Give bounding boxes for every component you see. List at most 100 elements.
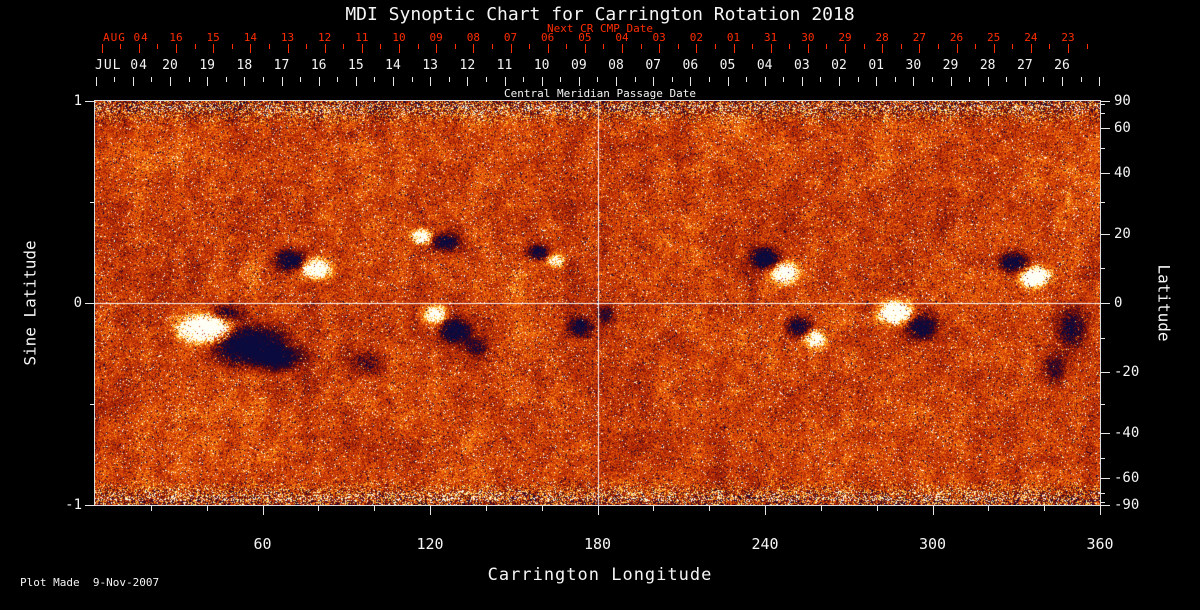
cmp-day-tick bbox=[1062, 77, 1063, 86]
cmp-day-label: 07 bbox=[645, 58, 661, 73]
latitude-tick-label: 60 bbox=[1114, 120, 1131, 137]
next-cr-day-label: 31 bbox=[764, 31, 778, 44]
next-cr-day-tick bbox=[845, 44, 846, 53]
longitude-tick-label: 120 bbox=[416, 535, 444, 553]
longitude-tick-label: 180 bbox=[583, 535, 612, 553]
cmp-halfday-tick bbox=[1006, 77, 1008, 82]
longitude-tick-label: 300 bbox=[918, 535, 947, 553]
next-cr-halfday-tick bbox=[789, 44, 791, 49]
sine-latitude-tick-label: -1 bbox=[65, 497, 82, 513]
cmp-day-label: 10 bbox=[533, 58, 550, 73]
cmp-day-tick bbox=[1024, 77, 1026, 86]
next-cr-day-tick bbox=[436, 44, 438, 53]
cmp-day-tick bbox=[132, 77, 134, 86]
next-cr-day-tick bbox=[213, 44, 215, 53]
longitude-minor-tick bbox=[820, 506, 822, 511]
cmp-day-label: 12 bbox=[459, 58, 476, 73]
next-cr-day-tick bbox=[956, 44, 958, 53]
longitude-tick bbox=[932, 506, 934, 515]
next-cr-halfday-tick bbox=[306, 44, 308, 49]
cmp-halfday-tick bbox=[746, 77, 748, 82]
next-cr-day-label: 27 bbox=[912, 31, 926, 44]
next-cr-halfday-tick bbox=[603, 44, 605, 49]
cmp-day-label: 01 bbox=[868, 58, 884, 73]
cmp-halfday-tick bbox=[1043, 77, 1045, 82]
next-cr-halfday-tick bbox=[491, 44, 493, 49]
next-cr-day-tick bbox=[622, 44, 623, 53]
longitude-minor-tick bbox=[1044, 506, 1046, 511]
next-cr-day-label: 09 bbox=[429, 31, 443, 44]
next-cr-halfday-tick bbox=[1086, 44, 1088, 49]
cmp-halfday-tick bbox=[225, 77, 227, 82]
cmp-day-label: 03 bbox=[794, 58, 810, 73]
cmp-day-tick bbox=[616, 77, 617, 86]
sine-latitude-tick-label: 0 bbox=[73, 295, 82, 311]
cmp-day-label: 29 bbox=[942, 58, 959, 73]
next-cr-day-label: 01 bbox=[726, 31, 741, 44]
cmp-day-label: 16 bbox=[310, 58, 327, 73]
latitude-tick bbox=[1100, 128, 1110, 130]
cmp-day-tick bbox=[578, 77, 580, 86]
cmp-halfday-tick bbox=[114, 77, 116, 82]
next-cr-day-label: 12 bbox=[318, 31, 332, 44]
next-cr-day-tick bbox=[584, 44, 586, 53]
next-cr-day-label: 10 bbox=[392, 31, 406, 44]
cmp-halfday-tick bbox=[411, 77, 413, 82]
next-cr-halfday-tick bbox=[863, 44, 865, 49]
latitude-tick bbox=[1100, 303, 1110, 304]
cmp-halfday-tick bbox=[969, 77, 971, 82]
next-cr-day-label: 16 bbox=[169, 31, 183, 44]
cmp-day-label: 26 bbox=[1054, 58, 1070, 73]
next-cr-halfday-tick bbox=[1012, 44, 1014, 49]
cmp-day-tick bbox=[764, 77, 766, 86]
cmp-day-label: 20 bbox=[162, 58, 178, 73]
next-cr-day-tick bbox=[659, 44, 661, 53]
latitude-tick-label: 90 bbox=[1114, 93, 1131, 109]
latitude-tick-label: 20 bbox=[1114, 225, 1131, 242]
cmp-day-label: 02 bbox=[831, 58, 847, 73]
next-cr-day-label: 15 bbox=[206, 31, 220, 44]
cmp-day-tick bbox=[653, 77, 655, 86]
cmp-day-tick bbox=[281, 77, 283, 86]
latitude-minor-tick bbox=[1100, 457, 1105, 459]
cmp-day-tick bbox=[170, 77, 171, 86]
cmp-day-tick bbox=[727, 77, 729, 86]
cmp-halfday-tick bbox=[634, 77, 636, 82]
cmp-halfday-tick bbox=[783, 77, 785, 82]
cmp-day-tick bbox=[913, 77, 915, 86]
cmp-halfday-tick bbox=[300, 77, 302, 82]
cmp-day-tick bbox=[1099, 77, 1101, 86]
next-cr-day-label: 23 bbox=[1061, 31, 1075, 44]
latitude-tick bbox=[1100, 233, 1110, 235]
latitude-tick-label: 0 bbox=[1114, 295, 1123, 311]
sine-latitude-minor-tick bbox=[90, 404, 95, 405]
cmp-halfday-tick bbox=[485, 77, 487, 82]
cmp-day-tick bbox=[541, 77, 543, 86]
longitude-tick bbox=[597, 506, 599, 515]
next-cr-day-tick bbox=[919, 44, 921, 53]
longitude-minor-tick bbox=[876, 506, 878, 511]
chart-title: MDI Synoptic Chart for Carrington Rotati… bbox=[345, 4, 855, 25]
cmp-day-tick bbox=[467, 77, 469, 86]
latitude-tick bbox=[1100, 432, 1110, 434]
next-cr-halfday-tick bbox=[417, 44, 419, 49]
next-cr-day-tick bbox=[101, 44, 103, 53]
next-cr-day-label: 14 bbox=[243, 31, 257, 44]
latitude-minor-tick bbox=[1100, 202, 1105, 203]
sine-latitude-tick-label: 1 bbox=[73, 93, 82, 109]
sine-latitude-axis-title: Sine Latitude bbox=[20, 240, 40, 366]
latitude-tick bbox=[1100, 505, 1110, 506]
longitude-minor-tick bbox=[653, 506, 655, 511]
next-cr-halfday-tick bbox=[343, 44, 345, 49]
next-cr-halfday-tick bbox=[380, 44, 382, 49]
next-cr-halfday-tick bbox=[157, 44, 159, 49]
next-cr-month-label: AUG 04 bbox=[103, 31, 149, 44]
longitude-minor-tick bbox=[374, 506, 376, 511]
latitude-minor-tick bbox=[1100, 404, 1105, 405]
next-cr-day-tick bbox=[696, 44, 698, 53]
cmp-day-label: 06 bbox=[682, 58, 699, 73]
next-cr-day-tick bbox=[547, 44, 549, 53]
cmp-day-label: 27 bbox=[1017, 58, 1033, 73]
cmp-halfday-tick bbox=[820, 77, 822, 82]
cmp-halfday-tick bbox=[1080, 77, 1082, 82]
